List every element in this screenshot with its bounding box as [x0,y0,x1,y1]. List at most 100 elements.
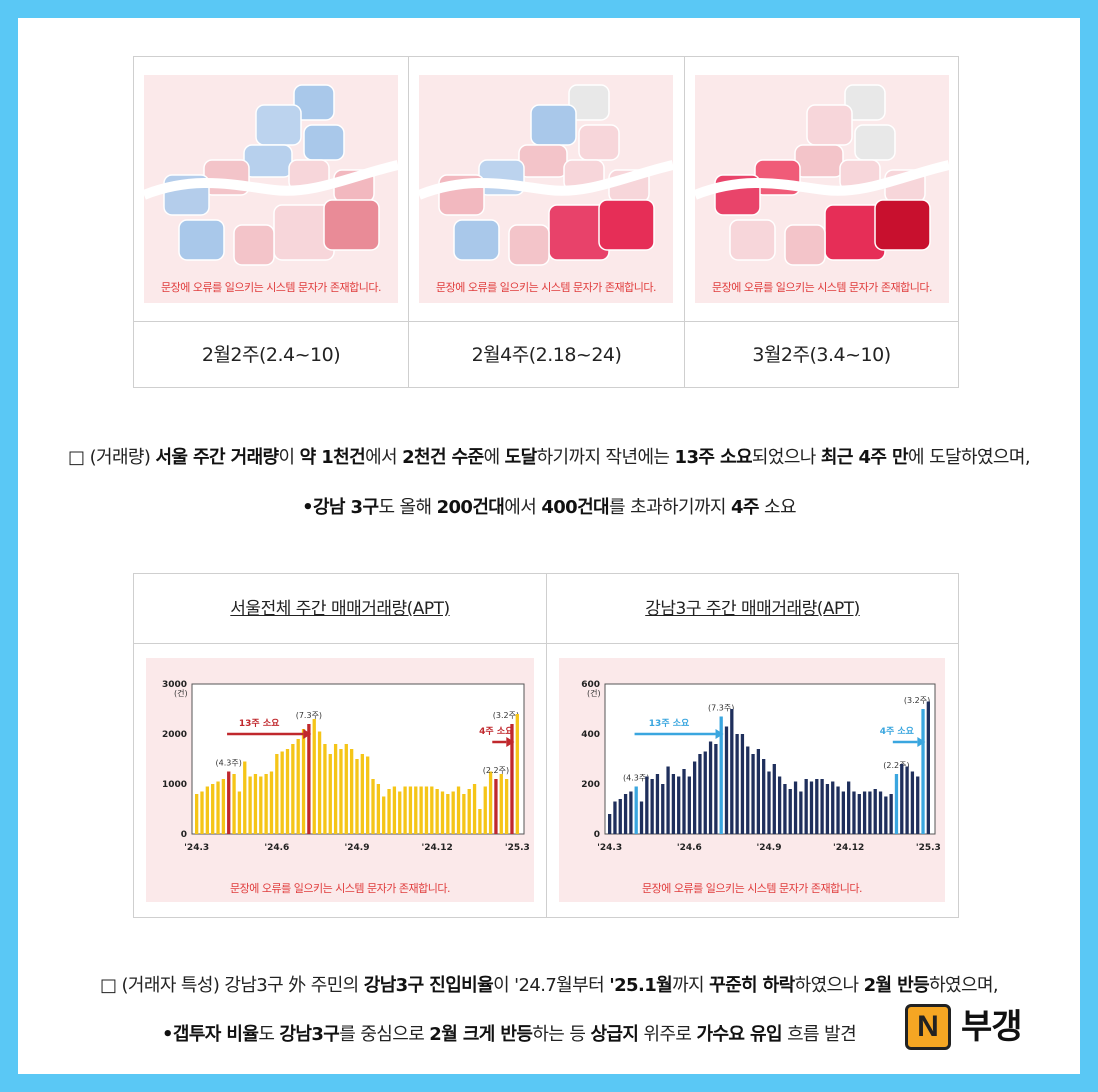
district-shape [243,144,293,178]
text-segment: 흐름 발견 [781,1024,857,1045]
text-segment: 2월 반등 [863,975,930,996]
district-shape [518,144,568,178]
text-segment: 도 [258,1024,280,1045]
map-caption-1: 2월2주(2.4~10) [134,322,409,388]
district-shape [598,199,655,251]
bar [708,741,713,834]
text-segment: 까지 [672,975,710,996]
bar [398,791,402,834]
x-tick-label: '24.12 [422,843,453,853]
logo-n-icon: N [905,1004,951,1050]
bar [677,776,681,834]
bar [435,789,439,834]
logo-text: 부갱 [961,1007,1023,1047]
text-segment: (거래자 특성) 강남3구 外 주민의 [121,975,364,996]
highlight-bar [307,724,311,834]
chart-divider [546,574,547,917]
bullet-box: □ [68,447,85,468]
bar [456,786,461,834]
bar [751,754,755,834]
bar [205,786,210,834]
map-cell-2: 문장에 오류를 일으키는 시스템 문자가 존재합니다. [409,57,685,321]
text-segment: 2월 크게 반등 [429,1024,533,1045]
bar [692,761,697,834]
district-shape [453,219,500,261]
bar [724,726,729,834]
text-segment: 되었으나 [751,447,821,468]
text-segment: 하였으나 [794,975,864,996]
bar [264,774,268,834]
text-segment: •갭투자 비율 [161,1024,259,1045]
text-segment: 에서 [504,497,542,518]
bar [820,779,824,834]
paragraph-1-line-2: •강남 3구도 올해 200건대에서 400건대를 초과하기까지 4주 소요 [18,493,1080,519]
bar [740,734,745,834]
bar [746,746,750,834]
bar [777,776,782,834]
bar [682,769,686,834]
bar [878,791,883,834]
arrow-head [715,729,724,739]
bar [804,779,808,834]
paragraph-1-line-1: □ (거래량) 서울 주간 거래량이 약 1천건에서 2천건 수준에 도달하기까… [18,443,1080,469]
bar [868,791,872,834]
map-caption-2: 2월4주(2.18~24) [409,322,685,388]
unit-label: (건) [587,688,601,698]
river-shape [144,160,398,200]
bar [698,754,702,834]
bar [847,781,851,834]
gangnam-volume-chart: (건) 0 200 400 600 (4.3주) (7.3주) (2.2주) (3.2주) '24… [559,658,945,902]
x-tick-label: '24.6 [264,843,289,853]
bar [793,781,798,834]
bar [275,754,279,834]
bar [687,776,691,834]
text-segment: 4주 [731,497,759,518]
x-tick-label: '25.3 [916,843,941,853]
bar [645,776,649,834]
y-tick-label: 600 [581,680,600,690]
bar [446,794,450,834]
text-segment: 에 도달하였으며, [908,447,1031,468]
bar [608,814,612,834]
bar [349,749,354,834]
highlight-bar [494,779,498,834]
district-shape [178,219,225,261]
maps-table: 문장에 오류를 일으키는 시스템 문자가 존재합니다. 문장에 오류를 일으키는… [133,56,959,388]
bar [671,774,676,834]
bar [873,789,877,834]
highlight-label: (3.2주) [904,696,930,705]
bar [419,786,423,834]
bar [232,774,236,834]
highlight-bar [634,786,638,834]
bar [430,786,434,834]
chart-error-text: 문장에 오류를 일으키는 시스템 문자가 존재합니다. [230,882,451,895]
y-tick-label: 3000 [162,680,187,690]
map-error-text: 문장에 오류를 일으키는 시스템 문자가 존재합니다. [436,281,657,294]
text-segment: •강남 3구 [302,497,379,518]
district-shape [508,224,550,266]
map-caption-3: 3월2주(3.4~10) [752,344,891,366]
y-tick-label: 200 [581,780,600,790]
text-segment: 2천건 수준 [402,447,484,468]
highlight-bar [227,771,231,834]
district-shape [854,124,896,161]
text-segment: 400건대 [541,497,610,518]
bar [499,774,503,834]
bar [253,774,258,834]
text-segment: 최근 4주 만 [820,447,909,468]
bar [200,791,204,834]
bar [629,791,633,834]
annotation-label: 4주 소요 [880,726,915,737]
bar [783,784,787,834]
bar [387,789,391,834]
bar [344,744,348,834]
text-segment: 에서 [365,447,403,468]
bar [195,794,199,834]
chart-cell-seoul: (건) 0 1000 2000 3000 (4.3주) (7.3주) (2.2주) (3.2주)… [134,644,546,917]
text-segment: 상급지 [590,1024,639,1045]
district-shape [255,104,302,146]
chart-title-gangnam: 강남3구 주간 매매거래량(APT) [547,574,958,644]
highlight-label: (7.3주) [708,704,734,713]
bar [809,781,814,834]
district-shape [806,104,853,146]
